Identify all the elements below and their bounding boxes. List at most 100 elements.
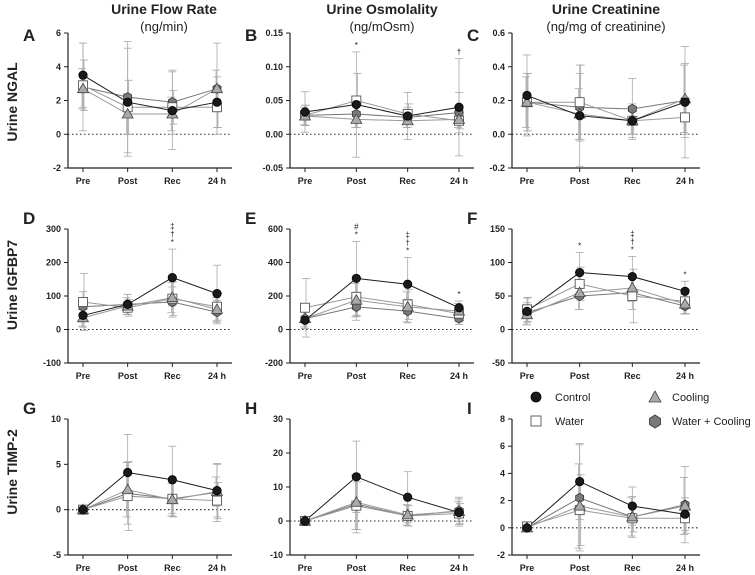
data-point-control <box>575 111 585 121</box>
data-point-water <box>78 297 88 307</box>
x-tick-label: Pre <box>520 563 535 573</box>
significance-mark: † <box>630 237 634 246</box>
data-point-control <box>167 106 177 116</box>
x-tick-label: Pre <box>298 563 313 573</box>
panel-h: H -10 0 10 20 30 Pre Post Rec 24 h <box>245 399 474 573</box>
data-point-water <box>212 495 222 506</box>
series-line-water <box>527 101 686 122</box>
data-point-control <box>403 279 413 289</box>
data-point-water <box>574 97 585 108</box>
data-point-control <box>300 315 310 325</box>
legend-control-label: Control <box>555 392 590 404</box>
y-tick-label: -0.05 <box>262 163 283 173</box>
series-line-cooling <box>304 299 460 320</box>
series-line-water-cooling <box>526 292 686 314</box>
x-tick-label: Rec <box>399 371 416 381</box>
series-line-cooling <box>526 287 686 316</box>
series-line-water-cooling <box>82 86 218 103</box>
data-point-control <box>78 70 88 80</box>
series-line-cooling <box>82 88 218 115</box>
y-tick-label: -50 <box>492 358 505 368</box>
series-line-water <box>304 505 460 522</box>
y-tick-label: 6 <box>56 28 61 38</box>
series-line-control <box>304 476 460 522</box>
column-subtitle: (ng/mOsm) <box>350 19 415 34</box>
y-tick-label: 0 <box>56 325 61 335</box>
data-point-cooling <box>166 493 179 505</box>
y-tick-label: -5 <box>53 550 61 560</box>
series-line-water <box>82 495 218 511</box>
data-point-control <box>627 271 637 282</box>
panel-letter: H <box>245 399 257 418</box>
data-point-cooling <box>626 281 639 293</box>
x-tick-label: Pre <box>520 371 535 381</box>
data-point-control <box>212 97 222 107</box>
significance-mark: # <box>354 223 359 232</box>
data-point-cooling <box>121 107 134 119</box>
data-point-water-cooling <box>627 103 637 115</box>
data-point-control <box>351 472 361 482</box>
y-tick-label: 0 <box>500 523 505 533</box>
data-point-control <box>300 107 310 117</box>
y-tick-label: 600 <box>268 224 283 234</box>
data-point-control <box>575 476 585 487</box>
data-point-control <box>403 492 413 502</box>
significance-mark: * <box>578 241 581 250</box>
column-title: Urine Creatinine <box>552 1 660 17</box>
significance-mark: ‡ <box>405 230 409 239</box>
y-tick-label: 4 <box>500 468 505 478</box>
y-tick-label: 20 <box>273 448 283 458</box>
data-point-cooling <box>210 82 224 94</box>
series-line-water-cooling <box>304 112 460 118</box>
panel-c: C -0.2 0.0 0.2 0.4 0.6 Pre Post Rec 24 h <box>467 26 700 186</box>
panel-letter: D <box>23 209 35 228</box>
data-point-cooling <box>401 300 414 312</box>
legend-cooling-label: Cooling <box>672 392 709 404</box>
panel-b: B -0.05 0.00 0.05 0.10 0.15 Pre Post Rec 24 h * † <box>245 26 474 186</box>
data-point-control <box>454 507 464 518</box>
data-point-cooling <box>350 113 363 124</box>
significance-mark: * <box>457 290 460 299</box>
series-line-water <box>82 84 217 108</box>
series-line-control <box>304 104 460 117</box>
data-point-control <box>522 306 532 317</box>
y-tick-label: 0 <box>56 505 61 515</box>
series-line-control <box>82 471 218 511</box>
y-tick-label: 0.10 <box>265 62 283 72</box>
data-point-water <box>300 302 310 313</box>
y-tick-label: 0.0 <box>492 129 505 139</box>
data-point-cooling <box>573 499 586 511</box>
x-tick-label: Post <box>347 371 367 381</box>
data-point-cooling <box>166 291 179 303</box>
x-tick-label: Post <box>118 563 138 573</box>
significance-mark: † <box>405 238 409 247</box>
data-point-control <box>123 467 133 478</box>
x-tick-label: Rec <box>399 563 416 573</box>
y-tick-label: 2 <box>56 96 61 106</box>
data-point-control <box>680 509 690 519</box>
legend: Control Cooling Water Water + Cooling <box>530 390 751 429</box>
y-tick-label: -200 <box>265 358 283 368</box>
series-line-water <box>526 509 685 527</box>
y-tick-label: -0.2 <box>489 163 505 173</box>
y-tick-label: 0 <box>56 129 61 139</box>
x-tick-label: Pre <box>520 176 535 186</box>
data-point-cooling <box>573 286 586 298</box>
y-tick-label: 8 <box>500 414 505 424</box>
y-tick-label: 0 <box>278 325 283 335</box>
x-tick-label: 24 h <box>208 176 226 186</box>
data-point-control <box>575 267 585 278</box>
y-tick-label: 0.2 <box>492 96 505 106</box>
y-tick-label: 200 <box>46 258 61 268</box>
x-tick-label: Rec <box>164 563 181 573</box>
data-point-control <box>454 102 464 112</box>
data-point-control <box>212 486 222 496</box>
panel-letter: G <box>23 399 36 418</box>
significance-mark: * <box>171 238 174 247</box>
y-tick-label: -10 <box>270 550 283 560</box>
series-line-control <box>82 277 218 316</box>
legend-water-cooling-label: Water + Cooling <box>672 416 751 428</box>
data-point-control <box>627 501 637 511</box>
